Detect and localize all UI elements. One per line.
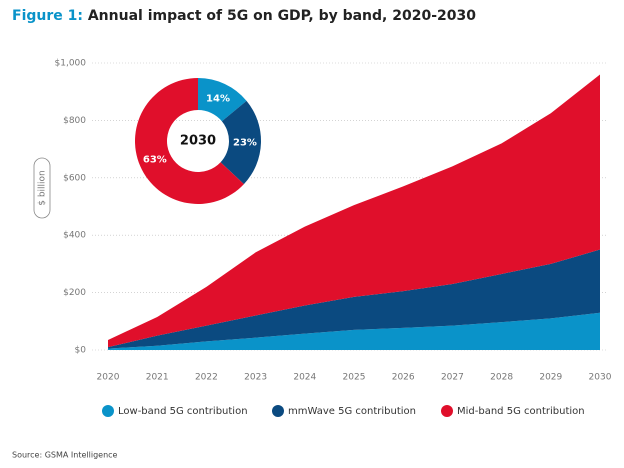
donut-slice	[198, 78, 247, 122]
y-tick-label: $600	[63, 173, 86, 183]
x-tick-label: 2021	[146, 373, 169, 383]
x-tick-label: 2023	[244, 373, 267, 383]
x-tick-label: 2029	[539, 373, 562, 383]
legend-label: Mid-band 5G contribution	[457, 406, 585, 417]
figure-label: Figure 1:	[12, 8, 83, 24]
legend-label: Low-band 5G contribution	[118, 406, 248, 417]
y-tick-label: $400	[63, 231, 86, 241]
area	[108, 74, 600, 348]
legend-label: mmWave 5G contribution	[288, 406, 416, 417]
y-tick-label: $0	[75, 346, 87, 356]
area	[108, 249, 600, 349]
slice-label: 14%	[206, 93, 230, 104]
x-tick-label: 2026	[392, 373, 415, 383]
legend-swatch	[272, 405, 284, 417]
x-tick-label: 2022	[195, 373, 218, 383]
chart-title: Annual impact of 5G on GDP, by band, 202…	[88, 8, 476, 24]
x-tick-label: 2028	[490, 373, 513, 383]
x-tick-label: 2020	[97, 373, 120, 383]
y-axis-label: $ billion	[38, 170, 48, 206]
x-tick-label: 2027	[441, 373, 464, 383]
area	[108, 312, 600, 350]
donut-center: 2030	[180, 134, 216, 149]
donut-slice	[135, 78, 244, 205]
slice-label: 23%	[233, 137, 257, 148]
y-tick-label: $800	[63, 116, 86, 126]
x-tick-label: 2025	[343, 373, 366, 383]
y-tick-label: $1,000	[55, 59, 87, 69]
legend-swatch	[441, 405, 453, 417]
x-tick-label: 2024	[293, 373, 316, 383]
legend-swatch	[102, 405, 114, 417]
donut-slice	[220, 100, 262, 185]
x-tick-label: 2030	[589, 373, 612, 383]
y-tick-label: $200	[63, 288, 86, 298]
slice-label: 63%	[143, 155, 167, 166]
y-label-box	[33, 157, 51, 219]
source: Source: GSMA Intelligence	[12, 451, 118, 460]
title: Figure 1: Annual impact of 5G on GDP, by…	[12, 8, 476, 24]
